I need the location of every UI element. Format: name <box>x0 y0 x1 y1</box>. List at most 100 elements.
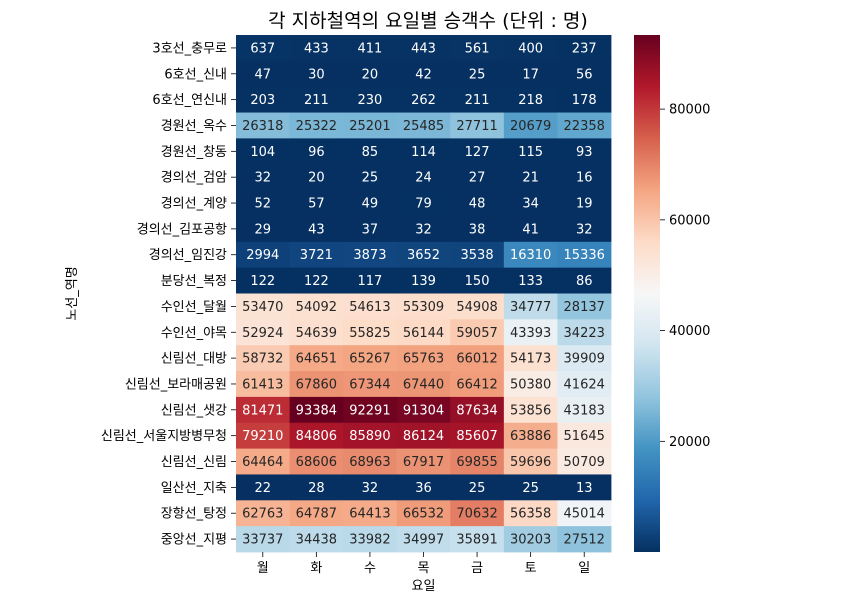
heatmap-cell <box>557 371 612 398</box>
heatmap-cell <box>236 448 290 475</box>
cell-value-label: 262 <box>411 93 436 108</box>
cell-value-label: 29 <box>255 222 272 237</box>
heatmap-cell <box>557 422 612 449</box>
cell-value-label: 22358 <box>564 119 605 134</box>
heatmap-cell <box>343 422 398 449</box>
heatmap-cell <box>343 86 398 113</box>
cell-value-label: 203 <box>250 93 275 108</box>
cell-value-label: 16 <box>576 171 593 186</box>
heatmap-cell <box>343 138 398 165</box>
colorbar <box>634 35 660 552</box>
cell-value-label: 21 <box>522 171 539 186</box>
heatmap-cell <box>236 267 290 294</box>
heatmap-cell <box>289 448 344 475</box>
cell-value-label: 50380 <box>510 377 551 392</box>
heatmap-cell <box>503 371 558 398</box>
heatmap-cell <box>236 215 290 243</box>
y-tick-label: 신림선_보라매공원 <box>125 377 227 392</box>
heatmap-cell <box>289 345 344 372</box>
heatmap-cell <box>450 35 505 62</box>
cell-value-label: 35891 <box>456 533 497 548</box>
heatmap-cell <box>450 500 505 527</box>
heatmap-cell <box>450 422 505 449</box>
cell-value-label: 133 <box>518 274 543 289</box>
cell-value-label: 13 <box>576 481 593 496</box>
cell-value-label: 25 <box>469 481 486 496</box>
heatmap-cell <box>450 319 505 346</box>
heatmap-cell <box>236 500 290 527</box>
x-tick-label: 토 <box>525 561 537 576</box>
heatmap-cell <box>236 345 290 372</box>
chart-title: 각 지하철역의 요일별 승객수 (단위 : 명) <box>268 10 588 32</box>
heatmap-cell <box>289 293 344 320</box>
cell-value-label: 67440 <box>403 377 444 392</box>
heatmap-cell <box>343 35 398 62</box>
cell-value-label: 91304 <box>403 403 444 418</box>
heatmap-cell <box>289 164 344 191</box>
heatmap-cell <box>503 474 558 501</box>
heatmap-cell <box>343 112 398 139</box>
cell-value-label: 3652 <box>407 248 440 263</box>
heatmap-cell <box>450 215 505 243</box>
x-tick-label: 일 <box>578 561 590 576</box>
heatmap-cell <box>236 112 290 139</box>
cell-value-label: 66532 <box>403 507 444 522</box>
heatmap-cell <box>503 345 558 372</box>
cell-value-label: 122 <box>250 274 275 289</box>
cell-value-label: 15336 <box>564 248 605 263</box>
heatmap-cell <box>450 526 505 553</box>
heatmap-cell <box>450 190 505 217</box>
cell-value-label: 30 <box>308 67 325 82</box>
heatmap-cell <box>503 422 558 449</box>
heatmap-cell <box>236 35 290 62</box>
cell-value-label: 79 <box>415 197 432 212</box>
heatmap-cell <box>343 500 398 527</box>
heatmap-cell <box>503 319 558 346</box>
cell-value-label: 39909 <box>564 352 605 367</box>
cell-value-label: 85 <box>362 145 379 160</box>
cell-value-label: 25 <box>522 481 539 496</box>
cell-value-label: 56 <box>576 67 593 82</box>
cell-value-label: 218 <box>518 93 543 108</box>
y-tick-label: 3호선_충무로 <box>152 41 227 56</box>
cell-value-label: 32 <box>415 222 432 237</box>
heatmap-cell <box>236 138 290 165</box>
cell-value-label: 68606 <box>296 455 337 470</box>
cell-value-label: 117 <box>358 274 383 289</box>
heatmap-cell <box>450 448 505 475</box>
cell-value-label: 59696 <box>510 455 551 470</box>
cell-value-label: 64464 <box>242 455 283 470</box>
heatmap-cell <box>236 241 290 269</box>
heatmap-cell <box>236 474 290 501</box>
cell-value-label: 561 <box>465 41 490 56</box>
cell-value-label: 27711 <box>456 119 497 134</box>
x-axis-label: 요일 <box>412 579 436 594</box>
cell-value-label: 79210 <box>242 429 283 444</box>
heatmap-cell <box>289 241 344 269</box>
y-tick-label: 신림선_서울지방병무청 <box>101 429 227 444</box>
heatmap-cell <box>343 526 398 553</box>
cell-value-label: 27 <box>469 171 486 186</box>
x-tick-label: 금 <box>471 561 483 576</box>
heatmap-cell <box>396 396 451 424</box>
heatmap-cell <box>289 86 344 113</box>
heatmap-cell <box>450 293 505 320</box>
heatmap-cell <box>557 345 612 372</box>
cell-value-label: 55825 <box>349 326 390 341</box>
y-tick-label: 분당선_복정 <box>161 274 227 289</box>
heatmap-cell <box>396 526 451 553</box>
heatmap-cell <box>236 190 290 217</box>
heatmap-cell <box>503 112 558 139</box>
cell-value-label: 58732 <box>242 352 283 367</box>
cell-value-label: 64413 <box>349 507 390 522</box>
heatmap-cell <box>343 190 398 217</box>
heatmap-cell <box>557 396 612 424</box>
cell-value-label: 92291 <box>349 403 390 418</box>
cell-value-label: 48 <box>469 197 486 212</box>
cell-value-label: 51645 <box>564 429 605 444</box>
cell-value-label: 43 <box>308 222 325 237</box>
cell-value-label: 20 <box>308 171 325 186</box>
cell-value-label: 67917 <box>403 455 444 470</box>
heatmap-cell <box>503 293 558 320</box>
heatmap-cell <box>396 448 451 475</box>
